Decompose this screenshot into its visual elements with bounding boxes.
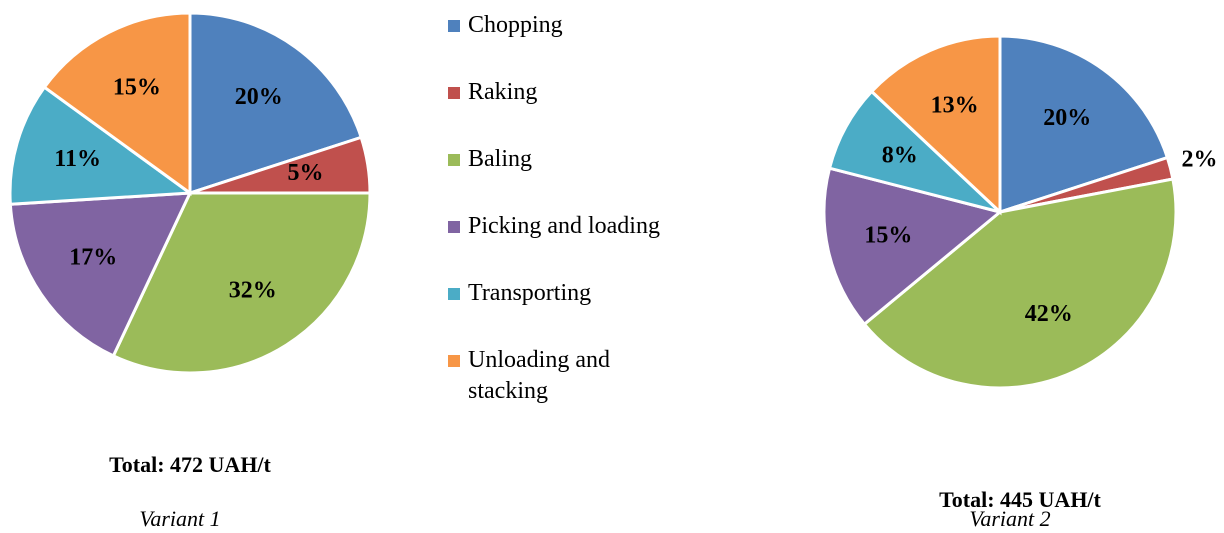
legend: Chopping Raking Baling Picking and loading T… xyxy=(448,10,688,412)
data-label: 15% xyxy=(864,222,912,248)
legend-label: Transporting xyxy=(468,280,592,306)
data-label: 17% xyxy=(69,244,117,270)
variant-caption: Variant 2 xyxy=(969,506,1050,531)
data-label: 20% xyxy=(235,84,283,110)
legend-label: Baling xyxy=(468,146,532,172)
data-label: 11% xyxy=(54,146,101,172)
data-label: 32% xyxy=(229,277,277,303)
pie-slice xyxy=(862,177,1178,390)
pie-slice xyxy=(8,191,193,358)
data-label: 2% xyxy=(1181,146,1217,172)
legend-swatch xyxy=(448,154,460,166)
legend-swatch xyxy=(448,87,460,99)
pie-slice xyxy=(8,85,195,206)
total-label: Total: 472 UAH/t xyxy=(109,452,271,477)
legend-label: Picking and loading xyxy=(468,213,660,239)
legend-item: Baling xyxy=(448,144,688,211)
data-label: 20% xyxy=(1043,105,1091,131)
legend-item: Raking xyxy=(448,77,688,144)
legend-label: Chopping xyxy=(468,12,563,38)
legend-item: Unloading and stacking xyxy=(448,345,688,412)
pie-slice xyxy=(998,34,1170,215)
data-label: 42% xyxy=(1025,301,1073,327)
data-label: 8% xyxy=(882,142,918,168)
legend-swatch xyxy=(448,20,460,32)
variant-caption: Variant 1 xyxy=(139,506,220,531)
legend-item: Chopping xyxy=(448,10,688,77)
pie-slice xyxy=(869,34,1002,216)
legend-label: Unloading and stacking xyxy=(468,347,610,404)
total-label: Total: 445 UAH/t xyxy=(939,487,1101,512)
legend-item: Picking and loading xyxy=(448,211,688,278)
data-label: 5% xyxy=(288,160,324,186)
data-label: 13% xyxy=(931,93,979,119)
data-label: 15% xyxy=(113,74,161,100)
pie-slice xyxy=(111,191,372,375)
legend-swatch xyxy=(448,355,460,367)
legend-swatch xyxy=(448,221,460,233)
legend-item: Transporting xyxy=(448,278,688,345)
pie-slice xyxy=(827,89,1002,214)
pie-slice xyxy=(42,11,192,196)
pie-slice xyxy=(188,11,364,196)
pie-slice xyxy=(822,166,1004,327)
legend-label: Raking xyxy=(468,79,538,105)
legend-swatch xyxy=(448,288,460,300)
